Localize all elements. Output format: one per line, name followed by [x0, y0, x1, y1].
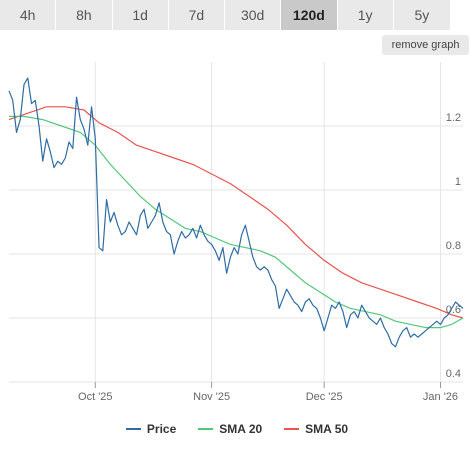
legend-label: SMA 20 — [219, 422, 263, 436]
x-tick-label: Jan '26 — [423, 391, 458, 403]
x-tick-label: Oct '25 — [78, 391, 113, 403]
tab-1d[interactable]: 1d — [112, 0, 169, 30]
y-tick-label: 0.8 — [446, 240, 461, 252]
y-tick-label: 1.2 — [446, 112, 461, 124]
tab-30d[interactable]: 30d — [225, 0, 282, 30]
tab-120d[interactable]: 120d — [281, 0, 338, 30]
series-line-price — [8, 77, 464, 348]
timeframe-tabs: 4h 8h 1d 7d 30d 120d 1y 5y — [0, 0, 474, 30]
tab-7d[interactable]: 7d — [168, 0, 225, 30]
series-line-sma-50 — [8, 106, 464, 319]
y-tick-label: 1 — [455, 176, 461, 188]
series-line-sma-20 — [9, 115, 464, 329]
legend-item-price[interactable]: Price — [125, 422, 177, 436]
legend-item-sma-50[interactable]: SMA 50 — [284, 422, 348, 436]
legend-label: Price — [146, 422, 177, 436]
tab-8h[interactable]: 8h — [56, 0, 113, 30]
legend-line-icon — [198, 428, 214, 430]
tab-1y[interactable]: 1y — [337, 0, 394, 30]
x-tick-label: Dec '25 — [306, 391, 343, 403]
legend-label: SMA 50 — [305, 422, 349, 436]
legend-line-icon — [125, 428, 141, 430]
tab-5y[interactable]: 5y — [393, 0, 450, 30]
remove-graph-button[interactable]: remove graph — [382, 35, 469, 55]
y-tick-label: 0.4 — [446, 368, 461, 380]
legend-line-icon — [284, 428, 300, 430]
tab-4h[interactable]: 4h — [0, 0, 57, 30]
chart-legend: Price SMA 20 SMA 50 — [0, 418, 474, 440]
x-tick-label: Nov '25 — [193, 391, 230, 403]
legend-item-sma-20[interactable]: SMA 20 — [198, 422, 262, 436]
